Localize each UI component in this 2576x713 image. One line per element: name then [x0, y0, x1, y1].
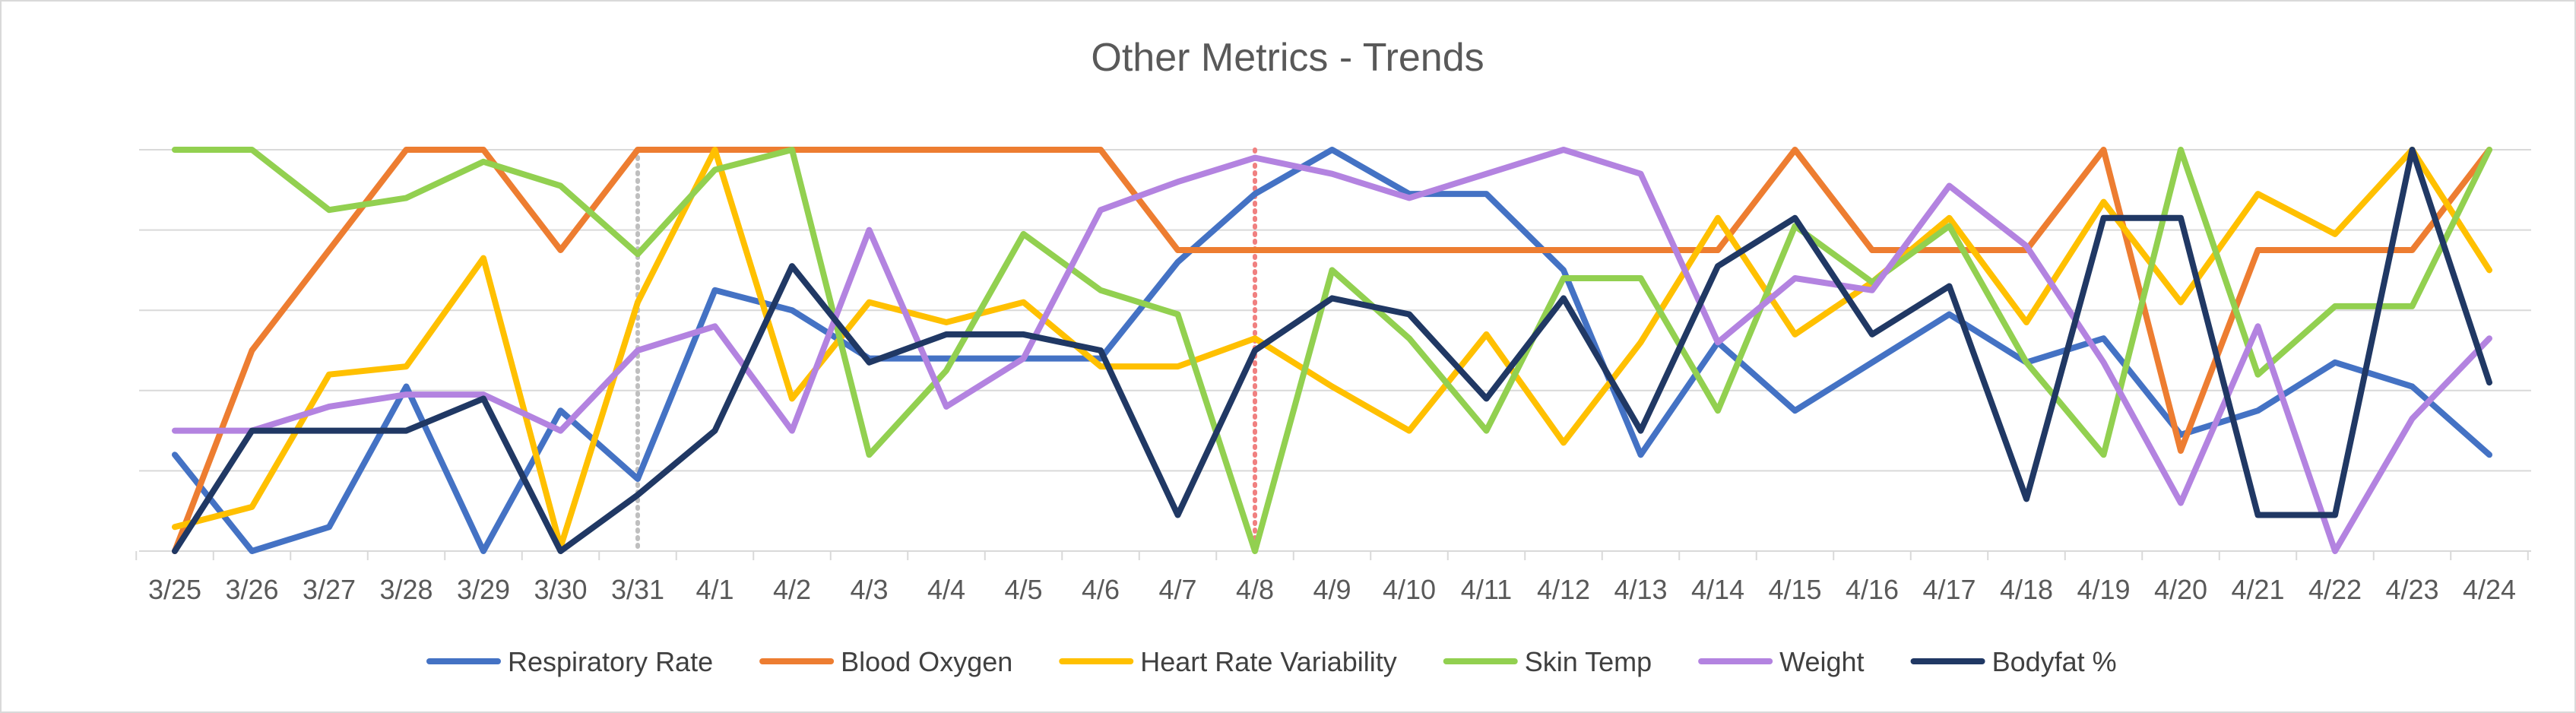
x-tick-label: 4/3 [850, 574, 888, 605]
legend-label: Skin Temp [1525, 646, 1652, 677]
series-lines [172, 147, 2492, 554]
x-tick-label: 4/16 [1846, 574, 1899, 605]
series-line-blood-oxygen [172, 147, 2492, 554]
x-tick-label: 4/12 [1537, 574, 1590, 605]
x-tick-label: 4/9 [1313, 574, 1351, 605]
x-axis: 3/25 3/26 3/27 3/28 3/29 3/30 3/31 4/1 4/2 4/3 4/4… [135, 550, 2531, 605]
x-tick-label: 4/11 [1461, 574, 1512, 605]
x-tick-label: 4/5 [1004, 574, 1042, 605]
series-line-bodyfat [172, 147, 2492, 554]
x-tick-label: 3/30 [534, 574, 587, 605]
x-tick-label: 3/29 [457, 574, 510, 605]
x-tick-label: 3/27 [303, 574, 356, 605]
x-tick-label: 3/28 [379, 574, 433, 605]
legend: Respiratory Rate Blood Oxygen Heart Rate V… [426, 646, 2117, 677]
x-tick-label: 4/6 [1082, 574, 1120, 605]
x-tick-label: 4/24 [2463, 574, 2516, 605]
x-tick-label: 4/19 [2077, 574, 2130, 605]
legend-label: Weight [1779, 646, 1864, 677]
x-tick-label: 4/20 [2154, 574, 2207, 605]
series-line-weight [172, 147, 2492, 554]
x-tick-label: 4/1 [695, 574, 734, 605]
chart-title: Other Metrics - Trends [1091, 36, 1484, 80]
x-tick-label: 4/17 [1922, 574, 1976, 605]
x-tick-label: 3/31 [611, 574, 664, 605]
legend-label: Heart Rate Variability [1140, 646, 1396, 677]
x-tick-label: 4/18 [2000, 574, 2053, 605]
x-tick-label: 4/15 [1768, 574, 1821, 605]
legend-label: Respiratory Rate [508, 646, 713, 677]
x-tick-label: 3/26 [225, 574, 278, 605]
x-tick-label: 4/8 [1236, 574, 1274, 605]
x-tick-label: 4/14 [1691, 574, 1744, 605]
series-line-respiratory-rate [172, 147, 2492, 554]
x-tick-label: 4/22 [2308, 574, 2362, 605]
x-tick-label: 4/2 [773, 574, 811, 605]
x-tick-label: 4/7 [1158, 574, 1196, 605]
x-tick-label: 4/4 [927, 574, 965, 605]
x-tick-label: 3/25 [148, 574, 201, 605]
legend-label: Bodyfat % [1992, 646, 2117, 677]
legend-label: Blood Oxygen [841, 646, 1012, 677]
x-tick-label: 4/13 [1614, 574, 1667, 605]
x-tick-label: 4/23 [2385, 574, 2438, 605]
x-tick-label: 4/10 [1383, 574, 1436, 605]
x-tick-label: 4/21 [2231, 574, 2284, 605]
series-line-skin-temp [172, 147, 2492, 554]
